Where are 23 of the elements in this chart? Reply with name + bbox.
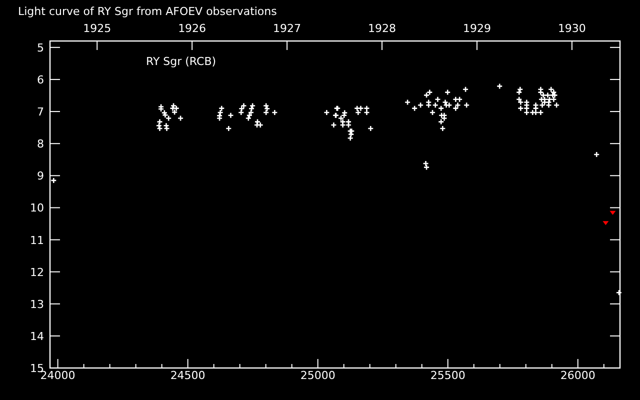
x-tick-label: 26000 [560, 369, 596, 382]
chart-title: Light curve of RY Sgr from AFOEV observations [18, 5, 278, 18]
y-tick-label: 7 [37, 106, 44, 119]
annotation: RY Sgr (RCB) [146, 55, 216, 68]
y-tick-label: 8 [37, 138, 44, 151]
y-tick-label: 14 [30, 330, 44, 343]
x2-tick-label: 1926 [178, 22, 206, 35]
x2-tick-label: 1927 [273, 22, 302, 35]
x2-tick-label: 1929 [462, 22, 491, 35]
x-tick-label: 25000 [300, 369, 336, 382]
y-tick-label: 15 [30, 362, 44, 375]
x2-tick-label: 1930 [558, 22, 586, 35]
x2-tick-label: 1928 [368, 22, 396, 35]
y-tick-label: 12 [30, 266, 44, 279]
y-tick-label: 11 [30, 234, 44, 247]
y-tick-label: 5 [37, 41, 44, 54]
x-tick-label: 24500 [170, 369, 206, 382]
y-tick-label: 9 [37, 170, 44, 183]
y-tick-label: 13 [30, 298, 44, 311]
x-tick-label: 25500 [430, 369, 466, 382]
y-tick-label: 10 [30, 202, 44, 215]
y-tick-label: 6 [37, 73, 44, 86]
x2-tick-label: 1925 [83, 22, 112, 35]
